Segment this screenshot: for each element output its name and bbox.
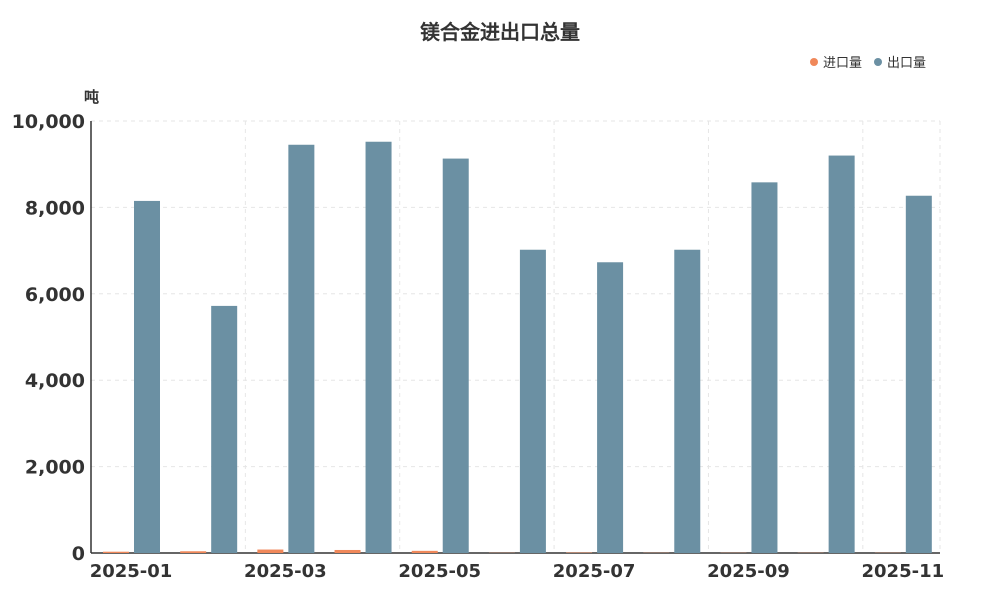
import-bar [103,551,129,553]
export-bar [442,158,469,554]
legend-export-label: 出口量 [886,56,926,71]
y-tick-label: 8,000 [25,197,85,219]
import-bar [180,551,207,553]
export-bar [597,262,624,553]
export-bar [365,141,392,553]
export-bar [905,195,932,553]
y-tick-label: 10,000 [12,111,85,133]
export-bar [211,305,238,553]
export-bar [751,182,778,553]
y-tick-label: 0 [72,543,85,565]
y-axis-unit: 吨 [84,88,100,106]
x-tick-label: 2025-09 [707,561,790,582]
legend-item-import[interactable]: 进口量 [809,52,862,71]
x-tick-label: 2025-05 [398,561,481,582]
legend-import-dot [809,57,818,66]
export-bar [828,155,855,553]
x-tick-label: 2025-11 [862,561,945,582]
y-tick-label: 4,000 [25,370,85,392]
x-tick-label: 2025-01 [90,561,173,582]
y-tick-label: 6,000 [25,284,85,306]
chart-title: 镁合金进出口总量 [420,20,580,44]
export-bar [674,249,701,553]
legend-item-export[interactable]: 出口量 [873,52,926,71]
export-bar [288,144,315,553]
x-tick-label: 2025-07 [553,561,636,582]
export-bar [519,249,546,553]
import-bar [411,550,438,553]
legend-export-dot [873,57,882,66]
import-bar [334,549,361,553]
y-tick-label: 2,000 [25,457,85,479]
export-bar [134,200,160,554]
x-tick-label: 2025-03 [244,561,327,582]
legend-import-label: 进口量 [822,56,862,71]
legend: 进口量 出口量 [809,52,926,71]
import-bar [257,549,284,553]
